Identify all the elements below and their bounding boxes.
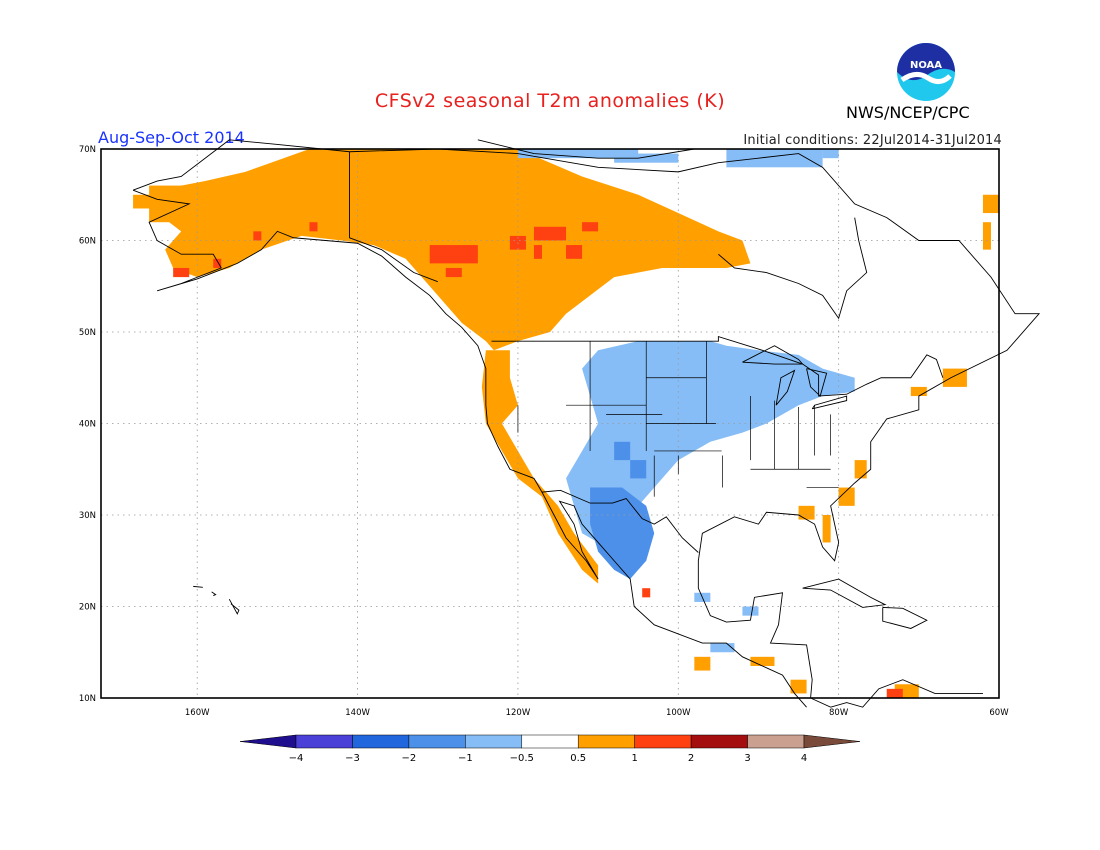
latitude-tick-label: 30N — [79, 511, 96, 521]
hot-spot — [533, 226, 567, 241]
colorbar-segment — [239, 734, 297, 749]
colorbar-segment — [747, 734, 805, 749]
map-title: CFSv2 seasonal T2m anomalies (K) — [374, 90, 726, 112]
anomaly-cell — [133, 194, 182, 209]
latitude-tick-label: 70N — [79, 145, 96, 155]
anomaly-cell — [742, 606, 759, 616]
anomaly-cell — [630, 460, 647, 479]
anomaly-cell — [982, 194, 999, 214]
anomaly-cell — [614, 441, 631, 461]
anomaly-cell — [798, 505, 815, 520]
lake-huron — [806, 368, 828, 397]
cuba-coast — [802, 578, 887, 608]
hot-spot — [566, 245, 583, 259]
colorbar-segment — [577, 734, 635, 749]
anomaly-cell — [910, 386, 927, 397]
hot-spot — [642, 588, 651, 598]
hot-spot — [886, 688, 903, 698]
anomaly-cell — [710, 643, 735, 653]
noaa-logo: NOAA — [897, 43, 955, 101]
longitude-tick-label: 80W — [829, 708, 849, 718]
hot-spot — [533, 245, 542, 259]
hot-spot — [213, 258, 222, 268]
hispaniola-coast — [882, 606, 928, 629]
anomaly-cells — [133, 149, 999, 698]
cool-anomaly-central-us — [566, 341, 855, 543]
anomaly-cell — [614, 153, 679, 163]
lake-michigan — [775, 369, 796, 406]
anomaly-cell — [750, 656, 775, 666]
colorbar-tick-label: 0.5 — [570, 753, 586, 764]
longitude-tick-label: 140W — [345, 708, 370, 718]
colorbar-segment — [352, 734, 410, 749]
colorbar-tick-label: −4 — [289, 753, 304, 764]
coastline-east — [132, 139, 1041, 708]
warm-anomaly-west-coast — [481, 350, 599, 584]
anomaly-cell — [838, 487, 855, 506]
coastlines — [132, 139, 1041, 708]
latitude-tick-label: 50N — [79, 328, 96, 338]
hudson-bay-coast — [718, 217, 868, 320]
hot-spot — [309, 222, 318, 232]
latitude-labels: 70N 60N 50N 40N 30N 20N 10N — [79, 145, 96, 704]
latitude-tick-label: 10N — [79, 694, 96, 704]
hot-spot — [173, 267, 190, 278]
svg-text:NOAA: NOAA — [910, 60, 942, 71]
hawaii-coast — [228, 598, 240, 615]
anomaly-cell — [726, 149, 823, 168]
colorbar-segment — [408, 734, 466, 749]
hawaii-coast — [211, 591, 217, 596]
us-canada-border — [491, 335, 944, 397]
anomaly-cell — [517, 149, 639, 159]
colorbar-segment — [634, 734, 692, 749]
longitude-tick-label: 120W — [506, 708, 531, 718]
lake-superior — [742, 345, 804, 365]
colorbar-segment — [521, 734, 579, 749]
map-frame — [100, 148, 1000, 699]
latitude-tick-label: 60N — [79, 237, 96, 247]
initial-conditions-label: Initial conditions: 22Jul2014-31Jul2014 — [743, 133, 1002, 148]
longitude-tick-label: 60W — [989, 708, 1009, 718]
colorbar-tick-label: −3 — [345, 753, 360, 764]
lake-erie — [811, 395, 848, 410]
latitude-tick-label: 20N — [79, 603, 96, 613]
season-label: Aug-Sep-Oct 2014 — [98, 128, 245, 147]
hot-spot — [429, 245, 478, 264]
anomaly-cell — [822, 515, 831, 543]
colorbar-tick-label: −2 — [402, 753, 417, 764]
colorbar-tick-label: −1 — [458, 753, 473, 764]
alaska-canada-border — [349, 151, 438, 283]
colorbar: −4 −3 −2 −1 −0.5 0.5 1 2 3 4 — [239, 734, 861, 764]
colorbar-segment — [465, 734, 523, 749]
hot-spot — [445, 267, 462, 278]
colorbar-tick-label: 2 — [688, 753, 694, 764]
organization-label: NWS/NCEP/CPC — [846, 103, 970, 122]
anomaly-cell — [790, 679, 807, 694]
colorbar-segment — [690, 734, 748, 749]
hawaii-coast — [193, 585, 203, 588]
latitude-tick-label: 40N — [79, 420, 96, 430]
coastline-west — [132, 189, 807, 708]
anomaly-cell — [982, 222, 991, 250]
colorbar-tick-label: 1 — [631, 753, 637, 764]
colorbar-tick-label: 4 — [801, 753, 807, 764]
colorbar-segment — [295, 734, 353, 749]
longitude-labels: 160W 140W 120W 100W 80W 60W — [185, 708, 1009, 718]
hot-spot — [253, 231, 262, 241]
colorbar-tick-label: 3 — [744, 753, 750, 764]
longitude-tick-label: 160W — [185, 708, 210, 718]
anomaly-cell — [854, 460, 867, 479]
anomaly-cell — [694, 656, 711, 671]
colorbar-tick-label: −0.5 — [510, 753, 534, 764]
anomaly-cell — [822, 149, 839, 159]
colorbar-segment — [803, 734, 861, 749]
cool-anomaly-southwest — [590, 487, 655, 580]
hot-spot — [582, 222, 599, 232]
longitude-tick-label: 100W — [666, 708, 691, 718]
us-mexico-border — [541, 489, 699, 553]
